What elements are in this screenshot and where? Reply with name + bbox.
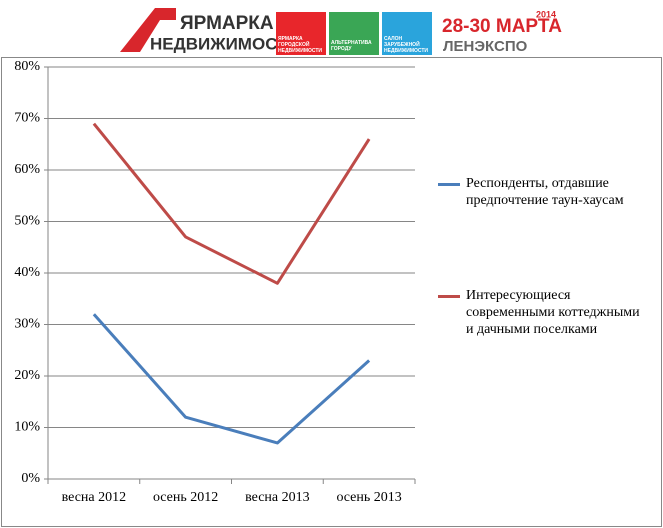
legend-label: Респонденты, отдавшие предпочтение таун-… xyxy=(466,176,624,208)
box-text: САЛОН ЗАРУБЕЖНОЙ НЕДВИЖИМОСТИ xyxy=(384,36,429,54)
legend-label: Интересующиеся современными коттеджными … xyxy=(466,288,640,337)
y-tick-label: 70% xyxy=(14,111,40,126)
box xyxy=(329,12,379,55)
data-line xyxy=(92,122,371,285)
y-tick-label: 30% xyxy=(14,317,40,332)
data-line xyxy=(92,313,371,445)
y-tick-label: 40% xyxy=(14,265,40,280)
chart-border xyxy=(1,57,662,527)
legend-swatch xyxy=(438,183,460,186)
legend-entry: Интересующиеся современными коттеджными … xyxy=(438,287,648,338)
box xyxy=(276,12,326,55)
logo-text: ЯРМАРКА xyxy=(180,13,274,34)
logo-roof xyxy=(120,8,176,52)
logo-text: НЕДВИЖИМОСТИ xyxy=(150,34,300,53)
y-tick-label: 60% xyxy=(14,162,40,177)
x-tick-label: осень 2012 xyxy=(153,490,218,505)
header: ЯРМАРКА НЕДВИЖИМОСТИ ЯРМАРКА ГОРОДСКОЙ Н… xyxy=(120,8,562,55)
legend-swatch xyxy=(438,295,460,298)
x-tick-label: весна 2012 xyxy=(62,490,127,505)
x-tick-label: весна 2013 xyxy=(245,490,310,505)
x-tick-label: осень 2013 xyxy=(336,490,401,505)
year: 2014 xyxy=(536,9,556,19)
y-tick-label: 10% xyxy=(14,420,40,435)
y-tick-label: 80% xyxy=(14,59,40,74)
y-tick-label: 50% xyxy=(14,214,40,229)
venue: ЛЕНЭКСПО xyxy=(443,38,528,55)
y-tick-label: 0% xyxy=(21,471,40,486)
box-text: АЛЬТЕРНАТИВА ГОРОДУ xyxy=(331,40,372,52)
box xyxy=(382,12,432,55)
legend-entry: Респонденты, отдавшие предпочтение таун-… xyxy=(438,175,648,209)
y-tick-label: 20% xyxy=(14,368,40,383)
box-text: ЯРМАРКА ГОРОДСКОЙ НЕДВИЖИМОСТИ xyxy=(278,36,323,54)
dates: 28-30 МАРТА xyxy=(442,16,562,37)
